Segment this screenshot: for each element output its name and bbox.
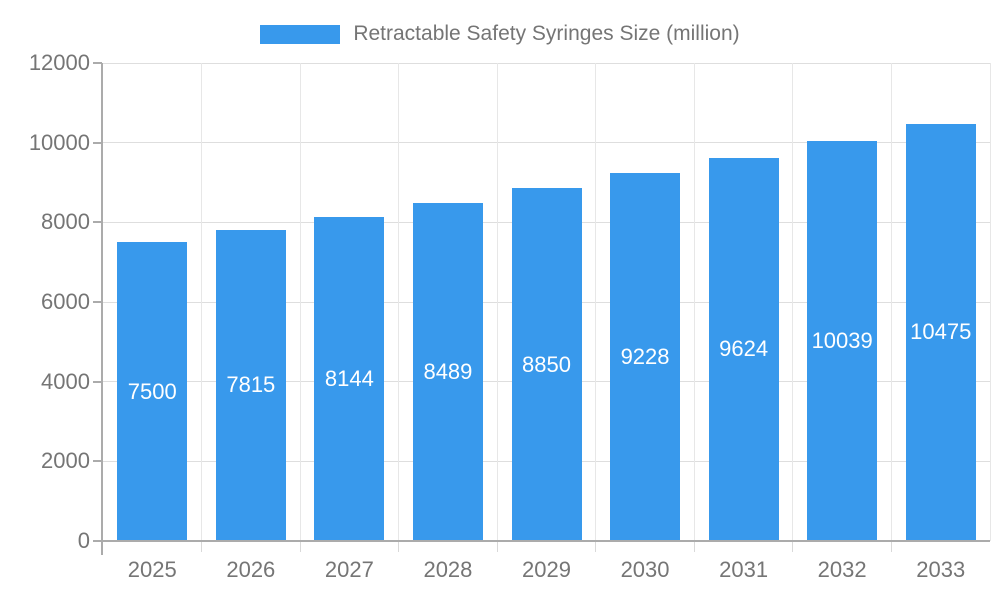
y-tick-label: 0 — [77, 528, 90, 553]
bar: 9624 — [708, 157, 779, 541]
y-tick-label: 6000 — [41, 289, 90, 314]
legend-label: Retractable Safety Syringes Size (millio… — [353, 22, 740, 45]
plot-area: 7500 7815 8144 8489 8850 9228 9624 10039 10475 — [103, 62, 991, 541]
bar-value-label: 9624 — [719, 336, 769, 362]
y-tick-label: 8000 — [41, 209, 90, 235]
y-tick-mark — [93, 380, 102, 383]
bar: 8850 — [511, 188, 582, 541]
bar-value-label: 8850 — [522, 351, 571, 377]
bar: 7500 — [117, 242, 188, 541]
x-tick-label: 2033 — [916, 557, 966, 582]
x-tick-mark — [398, 542, 400, 552]
y-tick-mark — [93, 540, 102, 542]
bar-value-label: 7500 — [127, 378, 177, 404]
bar-value-label: 8489 — [423, 358, 473, 384]
category-gridline — [595, 63, 597, 541]
bar: 7815 — [215, 229, 286, 541]
bar: 10039 — [807, 141, 878, 541]
bar-value-label: 10039 — [811, 328, 873, 354]
x-tick-label: 2030 — [620, 557, 670, 582]
x-tick-label: 2025 — [127, 557, 177, 582]
y-axis-line — [101, 63, 103, 555]
y-tick-label: 4000 — [41, 368, 90, 394]
category-gridline — [890, 63, 892, 541]
y-gridline — [103, 142, 990, 144]
y-tick-mark — [93, 301, 102, 303]
y-gridline — [103, 62, 990, 64]
legend[interactable]: Retractable Safety Syringes Size (millio… — [0, 22, 1000, 46]
x-tick-mark — [595, 542, 597, 552]
y-tick-label: 10000 — [28, 129, 90, 155]
x-tick-label: 2028 — [423, 557, 473, 582]
x-tick-mark — [693, 542, 695, 552]
x-tick-mark — [201, 542, 203, 552]
bar-value-label: 8144 — [324, 365, 374, 391]
category-gridline — [398, 63, 400, 541]
x-tick-mark — [792, 542, 794, 552]
x-tick-mark — [299, 542, 301, 552]
category-gridline — [693, 63, 695, 541]
x-tick-label: 2027 — [324, 557, 374, 582]
bar: 9228 — [610, 173, 681, 541]
category-gridline — [989, 63, 991, 541]
x-tick-label: 2031 — [719, 557, 769, 582]
bar-value-label: 9228 — [620, 344, 670, 370]
y-tick-label: 2000 — [41, 448, 90, 474]
x-tick-label: 2026 — [226, 557, 276, 582]
y-tick-mark — [93, 221, 102, 224]
category-gridline — [792, 63, 794, 541]
x-tick-mark — [496, 542, 498, 552]
y-tick-label: 12000 — [28, 50, 90, 75]
y-tick-mark — [93, 141, 102, 144]
x-tick-label: 2029 — [522, 557, 571, 582]
x-axis-line — [101, 540, 990, 542]
bar-value-label: 7815 — [226, 372, 276, 398]
y-tick-mark — [93, 460, 102, 463]
category-gridline — [201, 63, 203, 541]
bar-value-label: 10475 — [910, 319, 972, 345]
legend-swatch[interactable] — [260, 24, 341, 44]
category-gridline — [496, 63, 498, 541]
bar: 10475 — [905, 123, 976, 541]
category-gridline — [299, 63, 301, 541]
y-tick-mark — [93, 62, 102, 64]
bar: 8489 — [412, 202, 483, 541]
x-tick-mark — [890, 542, 892, 552]
x-tick-label: 2032 — [817, 557, 867, 582]
bar: 8144 — [314, 216, 385, 541]
